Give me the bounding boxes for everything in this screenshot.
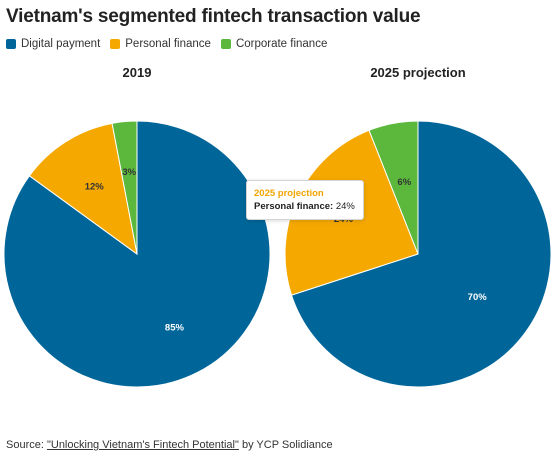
legend-label: Digital payment [21, 38, 101, 50]
pie-2025: 70% 24% 6% [284, 120, 552, 388]
legend-item-digital-payment[interactable]: Digital payment [6, 38, 100, 50]
tooltip: 2025 projection Personal finance: 24% [246, 180, 364, 220]
source-note: Source: "Unlocking Vietnam's Fintech Pot… [6, 439, 333, 451]
pie-title-2019: 2019 [123, 65, 152, 80]
legend-swatch [220, 39, 231, 49]
pie-title-2025: 2025 projection [370, 65, 465, 80]
slice-label-corporate-finance: 3% [122, 167, 136, 178]
legend-label: Corporate finance [235, 38, 328, 50]
slice-label-corporate-finance: 6% [397, 177, 411, 188]
slice-label-personal-finance: 12% [85, 182, 105, 193]
legend-swatch [6, 39, 16, 49]
slice-label-digital-payment: 85% [165, 322, 185, 333]
pie-slice-personal-finance[interactable] [28, 122, 138, 256]
tooltip-value: 24% [335, 201, 355, 212]
chart-title: Vietnam's segmented fintech transaction … [6, 6, 421, 27]
legend-swatch [110, 39, 121, 49]
pie-2019: 85% 12% 3% [3, 120, 271, 388]
pie-slice-corporate-finance[interactable] [111, 120, 138, 255]
source-prefix: Source: [6, 439, 47, 451]
pie-slice-digital-payment[interactable] [290, 120, 552, 388]
source-link[interactable]: "Unlocking Vietnam's Fintech Potential" [46, 439, 239, 451]
slice-label-digital-payment: 70% [468, 292, 488, 303]
source-suffix: by YCP Solidiance [238, 439, 333, 451]
tooltip-series: Personal finance: [254, 201, 334, 212]
legend-item-personal-finance[interactable]: Personal finance [110, 38, 211, 50]
legend-label: Personal finance [125, 38, 211, 50]
pie-charts: 2019 2025 projection 85% 12% 3% 70% 24% 6% [3, 65, 552, 388]
tooltip-title: 2025 projection [254, 188, 324, 199]
legend-item-corporate-finance[interactable]: Corporate finance [220, 38, 328, 50]
legend: Digital payment Personal finance Corpora… [6, 38, 337, 50]
pie-slice-corporate-finance[interactable] [368, 120, 419, 255]
